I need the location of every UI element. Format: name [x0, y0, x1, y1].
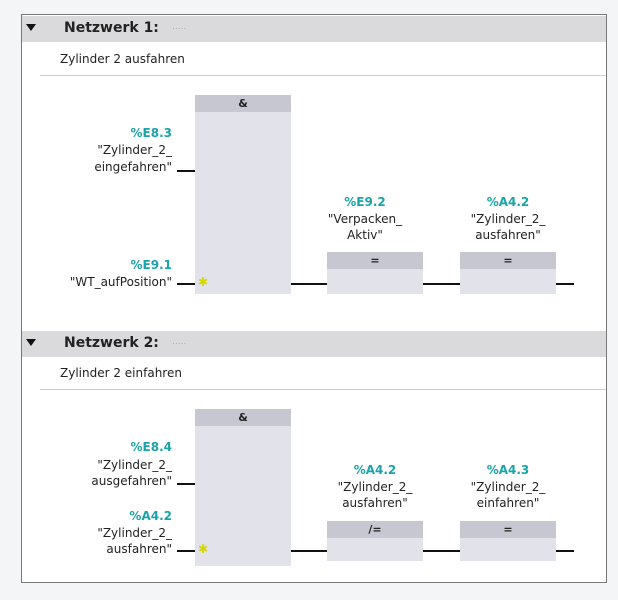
collapse-triangle-icon[interactable] [26, 339, 36, 346]
network-2-header[interactable]: Netzwerk 2: ..... [22, 331, 606, 357]
coil-symbol: "Zylinder_2_ [470, 480, 546, 494]
network-comment[interactable]: Zylinder 2 einfahren [60, 366, 182, 380]
wire [291, 283, 327, 285]
coil-symbol: "Zylinder_2_ [470, 212, 546, 226]
divider [40, 389, 606, 390]
coil-symbol: ausfahren" [475, 228, 541, 242]
coil-operator: = [460, 252, 556, 269]
coil-operator: = [327, 252, 423, 269]
network-title-placeholder[interactable]: ..... [172, 337, 187, 347]
coil-symbol: "Zylinder_2_ [337, 480, 413, 494]
input-symbol: ausfahren" [106, 542, 172, 556]
divider [40, 75, 606, 76]
wire [291, 550, 327, 552]
network-comment[interactable]: Zylinder 2 ausfahren [60, 52, 185, 66]
wire [177, 550, 195, 552]
coil-symbol: einfahren" [476, 496, 540, 510]
network-title: Netzwerk 1: [64, 20, 159, 36]
collapse-triangle-icon[interactable] [26, 24, 36, 31]
network-1-header[interactable]: Netzwerk 1: ..... [22, 16, 606, 42]
wire [556, 283, 574, 285]
wire [177, 283, 195, 285]
input-symbol: eingefahren" [94, 160, 172, 174]
and-gate-label: & [195, 409, 291, 426]
and-gate-label: & [195, 95, 291, 112]
and-box[interactable]: & [195, 409, 291, 566]
network-title-placeholder[interactable]: ..... [172, 22, 187, 32]
coil-symbol: "Verpacken_ [327, 212, 403, 226]
input-symbol: "Zylinder_2_ [97, 143, 172, 157]
input-address: %A4.2 [129, 509, 172, 523]
and-box[interactable]: & [195, 95, 291, 294]
wire [423, 550, 460, 552]
coil-symbol: ausfahren" [342, 496, 408, 510]
network-title: Netzwerk 2: [64, 335, 159, 351]
assignment-box[interactable]: = [460, 521, 556, 561]
wire [423, 283, 460, 285]
wire [556, 550, 574, 552]
input-address: %E8.3 [130, 126, 172, 140]
assignment-box[interactable]: = [327, 252, 423, 294]
input-address: %E9.1 [130, 258, 172, 272]
input-symbol: "WT_aufPosition" [69, 275, 172, 289]
assignment-box[interactable]: = [460, 252, 556, 294]
add-input-star-icon[interactable]: ✱ [198, 275, 209, 289]
coil-address: %E9.2 [344, 195, 386, 209]
coil-address: %A4.2 [353, 463, 397, 477]
coil-operator: /= [327, 521, 423, 538]
coil-operator: = [460, 521, 556, 538]
coil-symbol: Aktiv" [347, 228, 383, 242]
coil-address: %A4.2 [486, 195, 530, 209]
wire [177, 170, 195, 172]
input-address: %E8.4 [130, 440, 172, 454]
add-input-star-icon[interactable]: ✱ [198, 542, 209, 556]
coil-address: %A4.3 [486, 463, 530, 477]
wire [177, 483, 195, 485]
ladder-editor: Netzwerk 1: ..... Zylinder 2 ausfahren &… [21, 14, 607, 583]
negated-assignment-box[interactable]: /= [327, 521, 423, 561]
input-symbol: ausgefahren" [91, 474, 172, 488]
input-symbol: "Zylinder_2_ [97, 458, 172, 472]
input-symbol: "Zylinder_2_ [97, 526, 172, 540]
